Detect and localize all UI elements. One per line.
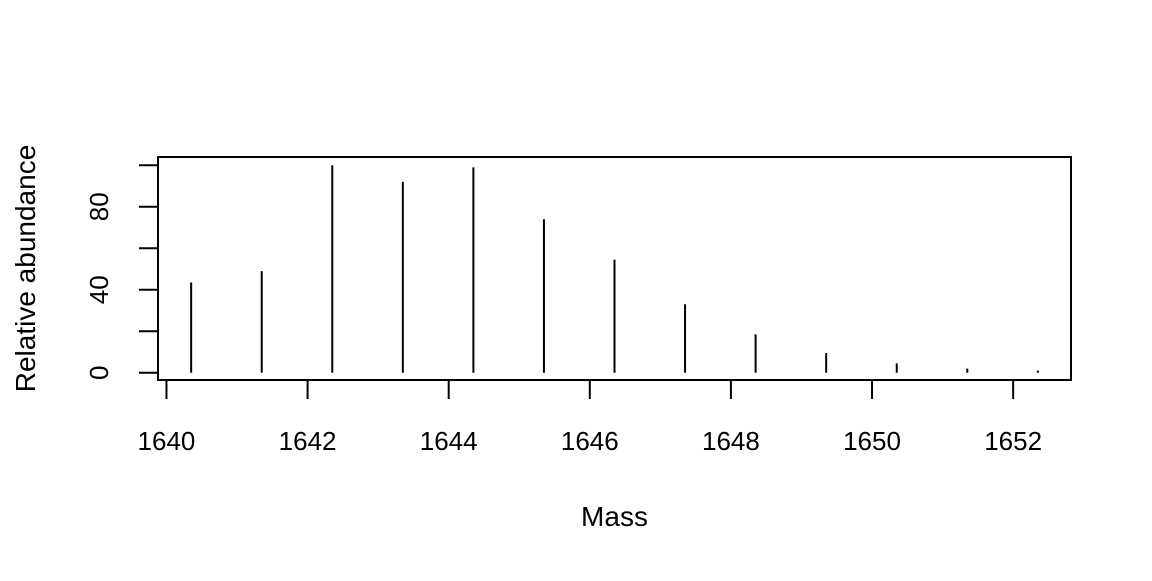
y-tick-label: 0	[84, 366, 114, 380]
x-axis-title: Mass	[581, 501, 648, 532]
x-tick-label: 1644	[420, 426, 478, 456]
x-tick-label: 1640	[138, 426, 196, 456]
x-tick-label: 1652	[984, 426, 1042, 456]
y-axis-title: Relative abundance	[10, 145, 41, 393]
x-tick-label: 1642	[279, 426, 337, 456]
bars	[190, 165, 1039, 373]
x-axis: 1640 1642 1644 1646 1648 1650 1652	[138, 379, 1042, 456]
x-tick-label: 1650	[843, 426, 901, 456]
y-tick-label: 80	[84, 192, 114, 221]
y-tick-label: 40	[84, 275, 114, 304]
x-tick-label: 1646	[561, 426, 619, 456]
y-axis: 0 40 80	[84, 164, 159, 380]
x-tick-label: 1648	[702, 426, 760, 456]
